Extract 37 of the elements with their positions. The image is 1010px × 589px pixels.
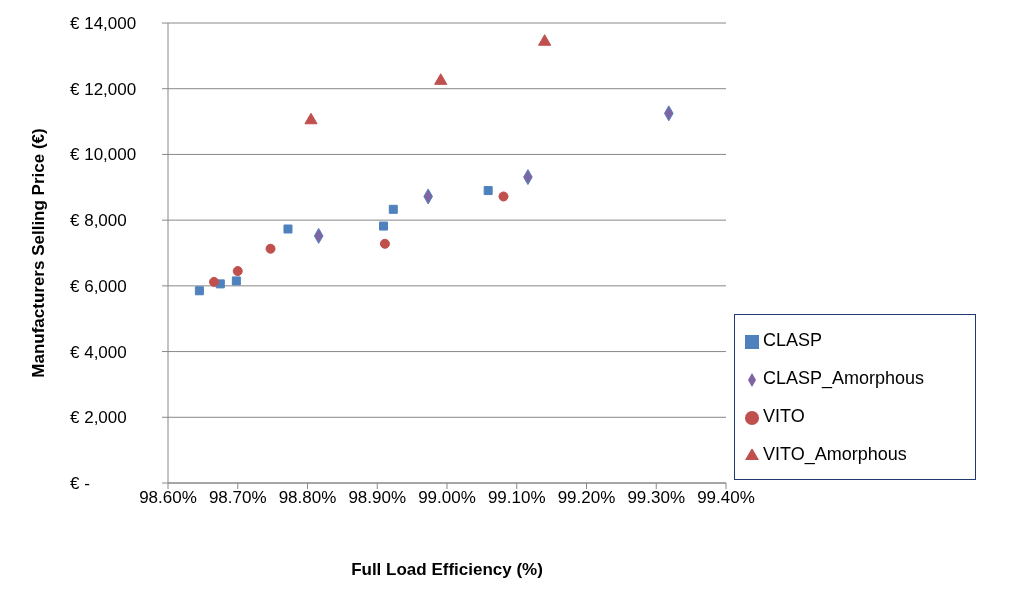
point	[538, 34, 552, 46]
x-tick-label: 99.30%	[627, 488, 686, 508]
x-axis-title: Full Load Efficiency (%)	[351, 560, 543, 580]
legend-label: CLASP_Amorphous	[763, 368, 925, 388]
point	[265, 243, 276, 254]
x-tick-label: 99.20%	[557, 488, 616, 508]
point	[232, 266, 243, 277]
x-tick-label: 99.40%	[697, 488, 755, 508]
x-tick-label: 98.80%	[278, 488, 337, 508]
point	[379, 221, 389, 231]
y-tick-label: € 10,000	[70, 145, 137, 165]
point	[209, 276, 220, 287]
x-tick-label: 99.10%	[487, 488, 546, 508]
point	[194, 286, 204, 296]
y-tick-label: € 4,000	[70, 342, 127, 362]
x-tick-label: 98.70%	[208, 488, 267, 508]
point	[483, 186, 493, 196]
y-axis-title: Manufacturers Selling Price (€)	[29, 128, 49, 378]
point	[379, 238, 390, 249]
y-tick-label: € -	[70, 474, 90, 494]
point	[304, 112, 318, 125]
y-tick-label: € 14,000	[70, 14, 137, 34]
legend-label: VITO	[763, 406, 805, 426]
point	[283, 224, 293, 234]
x-tick-label: 99.00%	[418, 488, 476, 508]
point	[231, 276, 241, 286]
x-tick-label: 98.60%	[139, 488, 197, 508]
y-tick-label: € 12,000	[70, 79, 137, 99]
x-tick-label: 98.90%	[348, 488, 407, 508]
y-tick-label: € 2,000	[70, 408, 127, 428]
y-tick-label: € 8,000	[70, 211, 127, 231]
point	[434, 73, 448, 85]
legend-label: VITO_Amorphous	[763, 444, 907, 464]
y-tick-label: € 6,000	[70, 276, 127, 296]
legend-label: CLASP	[763, 330, 823, 350]
point	[498, 191, 509, 202]
point	[388, 204, 398, 214]
